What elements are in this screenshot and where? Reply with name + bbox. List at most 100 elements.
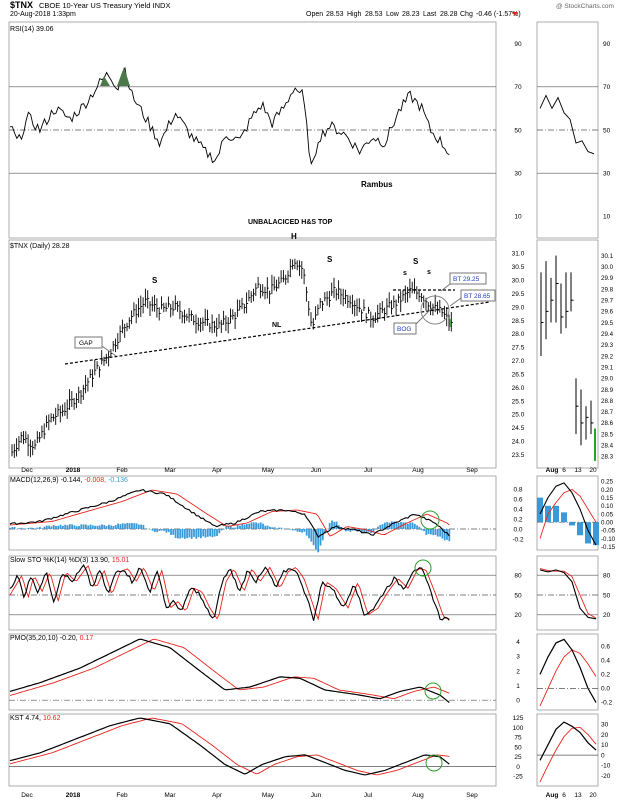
macd-histogram-bar	[386, 522, 389, 529]
macd-histogram-bar	[218, 529, 221, 534]
macd-histogram-bar	[13, 526, 16, 529]
macd-histogram-bar	[20, 527, 23, 529]
side-pmo-tick-label: 0.0	[601, 686, 610, 693]
macd-line	[9, 488, 450, 539]
side-kst-tick-label: 20	[601, 732, 609, 739]
macd-histogram-bar	[179, 529, 182, 539]
macd-histogram-bar	[257, 523, 260, 529]
macd-histogram-bar	[262, 523, 264, 529]
macd-histogram-bar	[319, 529, 322, 546]
macd-histogram-bar	[135, 523, 138, 529]
macd-histogram-bar	[308, 529, 310, 539]
side-macd-signal-line	[539, 488, 597, 539]
panel-frame-pmo	[8, 633, 497, 711]
x-axis-label: 2018	[66, 467, 81, 474]
side-macd-tick-label: 0.20	[601, 487, 614, 494]
macd-histogram-bar	[432, 529, 435, 536]
macd-histogram-bar	[170, 529, 172, 536]
side-price-tick-label: 28.7	[601, 409, 614, 416]
macd-histogram-bar	[59, 524, 62, 529]
macd-histogram-bar	[264, 525, 267, 529]
macd-histogram-bar	[404, 522, 407, 529]
sto-legend-signal: 15.01	[112, 557, 130, 564]
rsi-legend: RSI(14) 39.06	[10, 26, 54, 33]
macd-legend: MACD(12,26,9) -0.144, -0.008, -0.136	[10, 477, 128, 484]
rsi-tick-label: 50	[514, 127, 522, 134]
macd-histogram-bar	[420, 529, 423, 531]
macd-histogram-bar	[441, 529, 444, 539]
kst-tick-label: 125	[513, 715, 524, 722]
kst-legend: KST 4.74, 10.62	[10, 715, 61, 722]
macd-histogram-bar	[167, 529, 170, 533]
macd-tick-label: -0.2	[512, 536, 524, 543]
side-kst-signal-line	[539, 726, 597, 783]
macd-histogram-bar	[117, 523, 119, 529]
sto-tick-label: 20	[514, 612, 522, 619]
macd-histogram-bar	[344, 529, 347, 532]
x-axis-label-bottom: Mar	[164, 792, 176, 799]
macd-histogram-bar	[351, 529, 354, 531]
macd-histogram-bar	[128, 523, 131, 529]
macd-histogram-bar	[338, 525, 340, 529]
side-macd-histogram-bar	[593, 522, 599, 546]
macd-histogram-bar	[98, 525, 101, 529]
macd-histogram-bar	[206, 529, 209, 537]
macd-histogram-bar	[407, 523, 409, 529]
macd-histogram-bar	[160, 529, 163, 531]
side-x-axis-label: 6	[562, 467, 566, 474]
side-pmo-tick-label: -0.2	[601, 700, 613, 707]
bt1-callout	[449, 272, 487, 285]
macd-histogram-bar	[29, 527, 32, 529]
pmo-legend-signal: 0.17	[80, 635, 94, 642]
macd-histogram-bar	[50, 526, 53, 529]
x-axis-label: Dec	[21, 467, 33, 474]
macd-histogram-bar	[430, 529, 432, 535]
macd-histogram-bar	[188, 529, 191, 538]
x-axis-label: Feb	[116, 467, 128, 474]
macd-histogram-bar	[243, 524, 246, 529]
macd-histogram-bar	[273, 527, 276, 529]
side-macd-tick-label: 0.05	[601, 511, 614, 518]
macd-highlight-circle	[420, 510, 440, 530]
side-macd-tick-label: 0.15	[601, 495, 614, 502]
macd-histogram-bar	[87, 525, 90, 529]
macd-histogram-bar	[248, 523, 251, 529]
rsi-overbought-fill	[100, 76, 110, 86]
side-kst-tick-label: 0	[601, 752, 605, 759]
x-axis-label: Aug	[412, 467, 424, 474]
side-price-tick-label: 28.4	[601, 443, 614, 450]
macd-histogram-bar	[190, 529, 193, 539]
macd-histogram-bar	[446, 529, 448, 540]
macd-histogram-bar	[43, 526, 46, 529]
panel-gridlines	[9, 86, 598, 767]
side-x-axis-label-bottom: Aug	[546, 792, 559, 799]
kst-tick-label: 75	[514, 735, 522, 742]
macd-histogram-bar	[195, 529, 198, 539]
side-x-axis-label: 13	[574, 467, 582, 474]
side-price-tick-label: 28.5	[601, 431, 614, 438]
side-macd-histogram-bar	[569, 522, 575, 526]
sto-tick-label: 80	[514, 573, 522, 580]
side-price-tick-label: 29.2	[601, 353, 614, 360]
side-price-tick-label: 29.7	[601, 298, 614, 305]
symbol-description: CBOE 10-Year US Treasury Yield INDX	[39, 1, 170, 10]
macd-histogram-bar	[280, 527, 283, 529]
macd-histogram-bar	[144, 528, 147, 529]
macd-histogram-bar	[236, 524, 239, 529]
macd-histogram-bar	[448, 529, 451, 542]
side-sto-tick-label: 80	[603, 573, 611, 580]
macd-histogram-bar	[294, 529, 297, 531]
macd-histogram-bar	[165, 529, 168, 533]
side-price-tick-label: 29.1	[601, 364, 614, 371]
macd-histogram-bar	[52, 524, 55, 529]
low-value: 28.23	[402, 11, 420, 18]
macd-histogram-bar	[151, 529, 154, 531]
side-rsi-tick-label: 30	[603, 171, 611, 178]
sto-k-line	[9, 563, 450, 621]
kst-highlight-circle	[425, 754, 443, 772]
price-tick-label: 29.5	[512, 291, 525, 298]
macd-histogram-bar	[85, 524, 87, 529]
kst-tick-label: 50	[514, 744, 522, 751]
macd-histogram-bar	[103, 525, 106, 529]
neckline-label: NL	[272, 322, 282, 329]
